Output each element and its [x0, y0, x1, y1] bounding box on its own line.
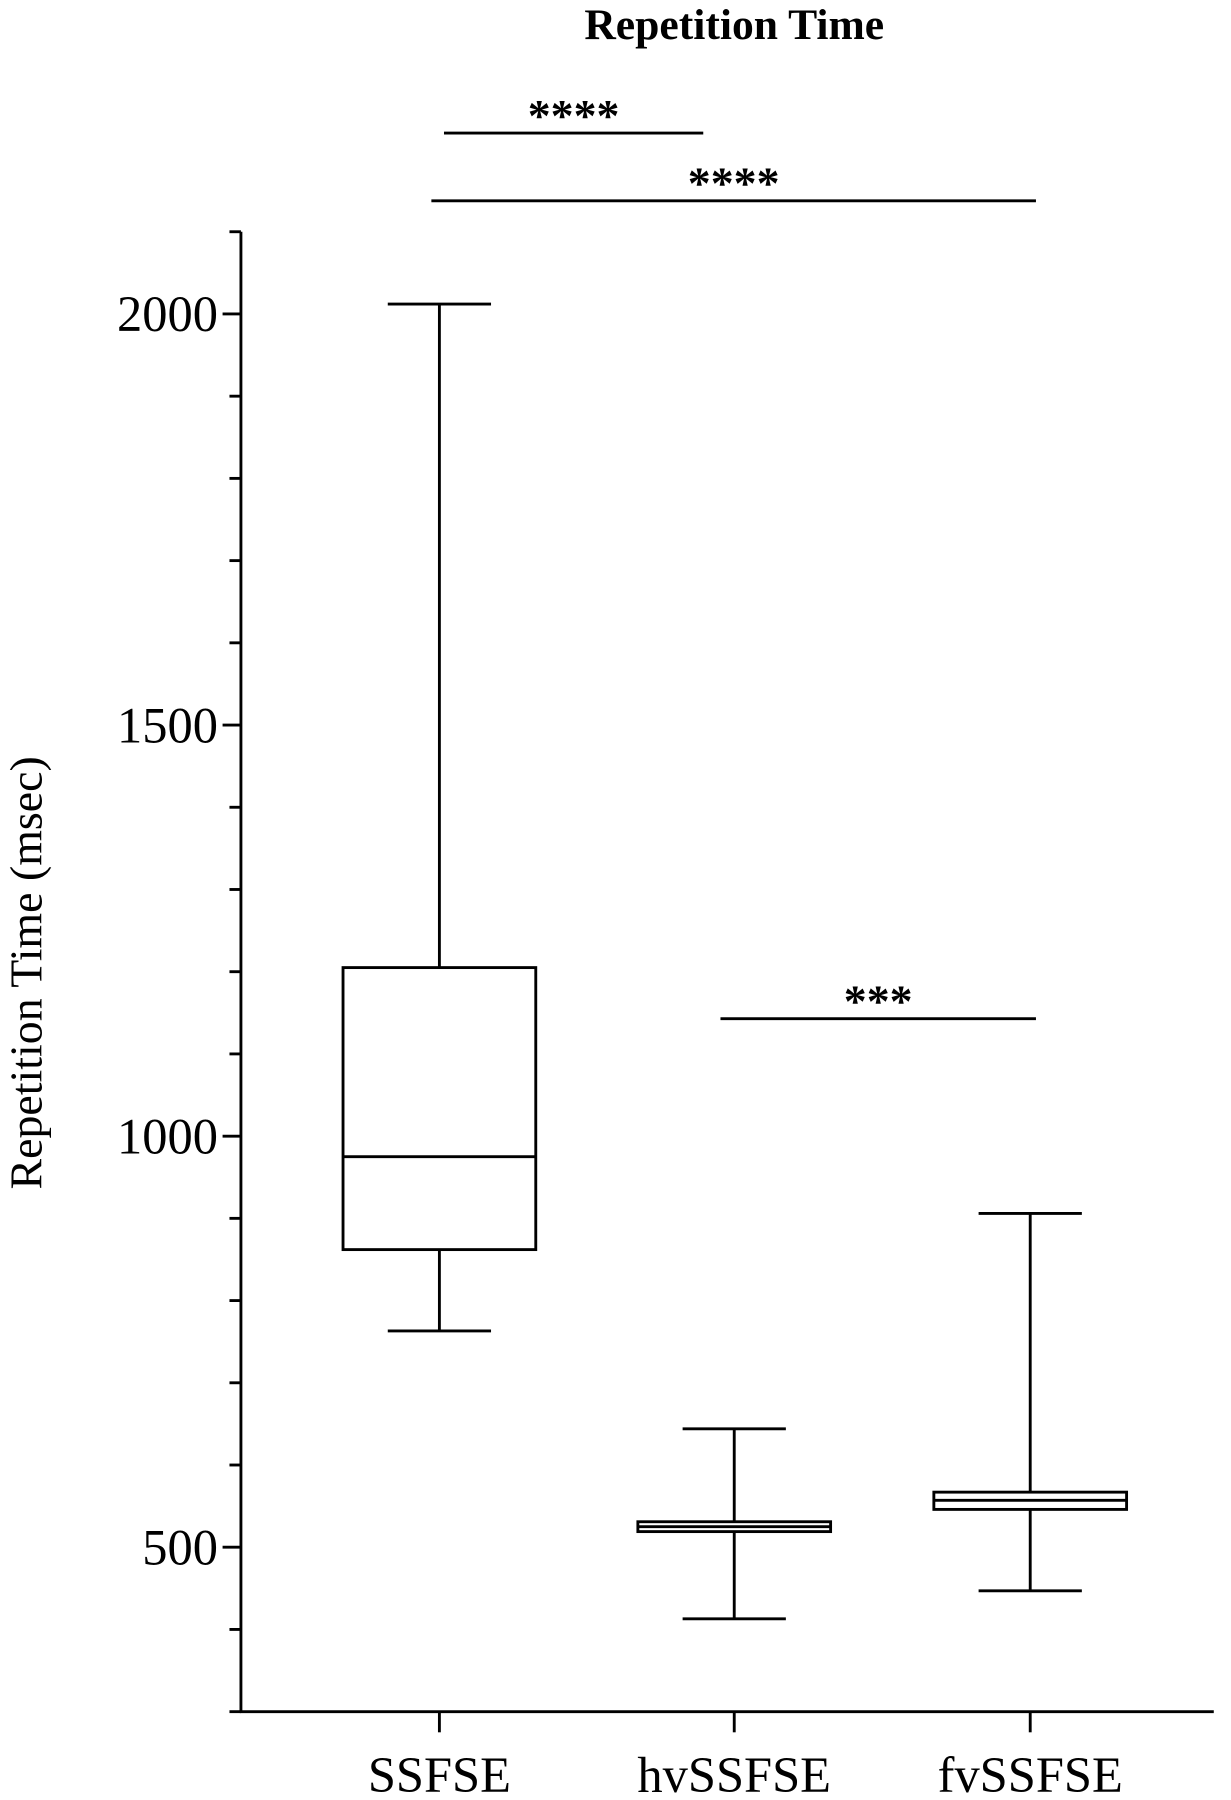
x-tick-label: hvSSFSE: [637, 1747, 831, 1800]
y-tick-label: 500: [142, 1519, 218, 1575]
y-axis-label: Repetition Time (msec): [0, 756, 51, 1189]
y-tick-label: 1000: [117, 1108, 218, 1164]
x-tick-label: SSFSE: [368, 1747, 511, 1800]
x-tick-label: fvSSFSE: [938, 1747, 1123, 1800]
chart-title: Repetition Time: [584, 1, 884, 49]
y-tick-label: 1500: [117, 697, 218, 753]
significance-label: ****: [528, 90, 620, 141]
y-tick-label: 2000: [117, 286, 218, 342]
significance-label: ****: [688, 157, 780, 208]
box: [341, 966, 538, 1252]
significance-label: ***: [844, 975, 913, 1026]
